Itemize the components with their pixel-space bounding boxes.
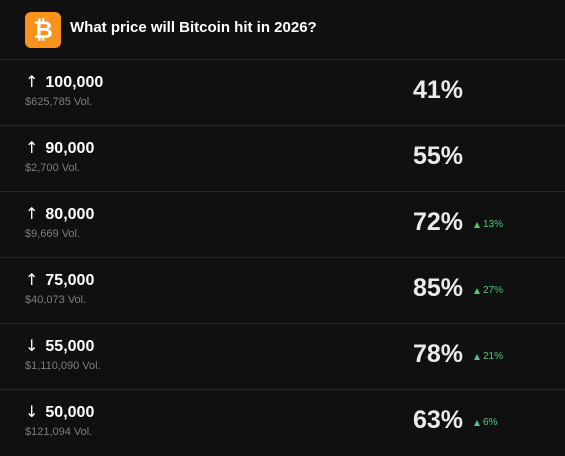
arrow-up-icon: ↑ [25, 138, 39, 157]
outcome-price-target: 90,000 [45, 140, 95, 157]
market-title[interactable]: What price will Bitcoin hit in 2026? [70, 19, 317, 36]
bitcoin-icon: ₿ [25, 12, 61, 48]
outcome-volume: $2,700 Vol. [25, 162, 81, 174]
outcome-probability: 63% [413, 406, 464, 434]
outcome-volume: $1,110,090 Vol. [25, 360, 101, 372]
arrow-up-icon: ↑ [25, 72, 39, 91]
outcome-probability: 72% [413, 208, 464, 236]
arrow-down-icon: ↓ [25, 402, 39, 421]
market-header: ₿ What price will Bitcoin hit in 2026? [0, 0, 565, 60]
outcome-volume: $121,094 Vol. [25, 426, 93, 438]
outcome-change: 6% [474, 417, 497, 428]
outcome-change: 27% [474, 285, 503, 296]
outcome-label: ↑ 80,000 [25, 204, 94, 224]
outcome-probability: 55% [413, 142, 464, 170]
outcome-change: 13% [474, 219, 503, 230]
outcome-row[interactable]: ↓ 50,000 $121,094 Vol. 63% 6% [0, 390, 565, 456]
arrow-down-icon: ↓ [25, 336, 39, 355]
outcome-label: ↓ 50,000 [25, 402, 94, 422]
arrow-up-icon: ↑ [25, 270, 39, 289]
outcome-price-target: 50,000 [45, 404, 95, 421]
outcome-volume: $9,669 Vol. [25, 228, 81, 240]
outcome-label: ↓ 55,000 [25, 336, 94, 356]
triangle-up-icon [474, 419, 480, 426]
outcome-change: 21% [474, 351, 503, 362]
outcome-label: ↑ 75,000 [25, 270, 94, 290]
outcome-probability: 78% [413, 340, 464, 368]
triangle-up-icon [474, 353, 480, 360]
outcome-price-target: 80,000 [45, 206, 95, 223]
outcome-change-value: 27% [483, 285, 504, 296]
outcome-change-value: 6% [483, 417, 498, 428]
outcome-row[interactable]: ↑ 75,000 $40,073 Vol. 85% 27% [0, 258, 565, 324]
outcome-volume: $40,073 Vol. [25, 294, 87, 306]
outcome-volume: $625,785 Vol. [25, 96, 93, 108]
outcome-row[interactable]: ↓ 55,000 $1,110,090 Vol. 78% 21% [0, 324, 565, 390]
outcome-price-target: 55,000 [45, 338, 95, 355]
outcome-change-value: 21% [483, 351, 504, 362]
outcome-probability: 85% [413, 274, 464, 302]
arrow-up-icon: ↑ [25, 204, 39, 223]
outcome-row[interactable]: ↑ 80,000 $9,669 Vol. 72% 13% [0, 192, 565, 258]
outcome-label: ↑ 90,000 [25, 138, 94, 158]
outcome-label: ↑ 100,000 [25, 72, 103, 92]
outcome-row[interactable]: ↑ 90,000 $2,700 Vol. 55% [0, 126, 565, 192]
triangle-up-icon [474, 221, 480, 228]
outcome-price-target: 75,000 [45, 272, 95, 289]
outcome-price-target: 100,000 [45, 74, 104, 91]
outcome-probability: 41% [413, 76, 464, 104]
outcome-change-value: 13% [483, 219, 504, 230]
triangle-up-icon [474, 287, 480, 294]
outcome-row[interactable]: ↑ 100,000 $625,785 Vol. 41% [0, 60, 565, 126]
